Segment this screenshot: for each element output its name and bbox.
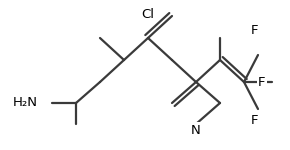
Text: N: N bbox=[191, 123, 201, 136]
Text: F: F bbox=[251, 114, 258, 126]
Text: H₂N: H₂N bbox=[13, 96, 38, 110]
Text: Cl: Cl bbox=[142, 8, 155, 21]
Text: F: F bbox=[251, 24, 258, 36]
Text: F: F bbox=[258, 75, 266, 88]
